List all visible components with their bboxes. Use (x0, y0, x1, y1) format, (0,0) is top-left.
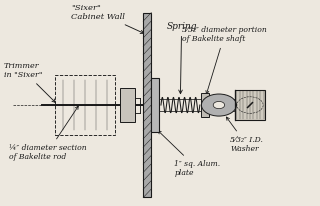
Circle shape (213, 101, 225, 109)
Text: 1″ sq. Alum.
plate: 1″ sq. Alum. plate (158, 131, 220, 177)
Bar (151, 78, 159, 132)
Text: "Sixer"
Cabinet Wall: "Sixer" Cabinet Wall (71, 4, 144, 33)
Bar (120, 88, 134, 122)
Text: 5⁄3₂″ diameter portion
of Bakelite shaft: 5⁄3₂″ diameter portion of Bakelite shaft (182, 26, 267, 94)
Bar (143, 13, 151, 197)
Circle shape (201, 94, 236, 116)
Bar (235, 90, 265, 120)
Bar (55, 75, 116, 135)
Text: Trimmer
in "Sixer": Trimmer in "Sixer" (4, 62, 55, 102)
Text: Spring: Spring (166, 22, 197, 94)
Text: 5⁄3₂″ I.D.
Washer: 5⁄3₂″ I.D. Washer (226, 117, 263, 153)
Bar (201, 93, 209, 117)
Text: ¼″ diameter section
of Bakelite rod: ¼″ diameter section of Bakelite rod (9, 106, 86, 161)
